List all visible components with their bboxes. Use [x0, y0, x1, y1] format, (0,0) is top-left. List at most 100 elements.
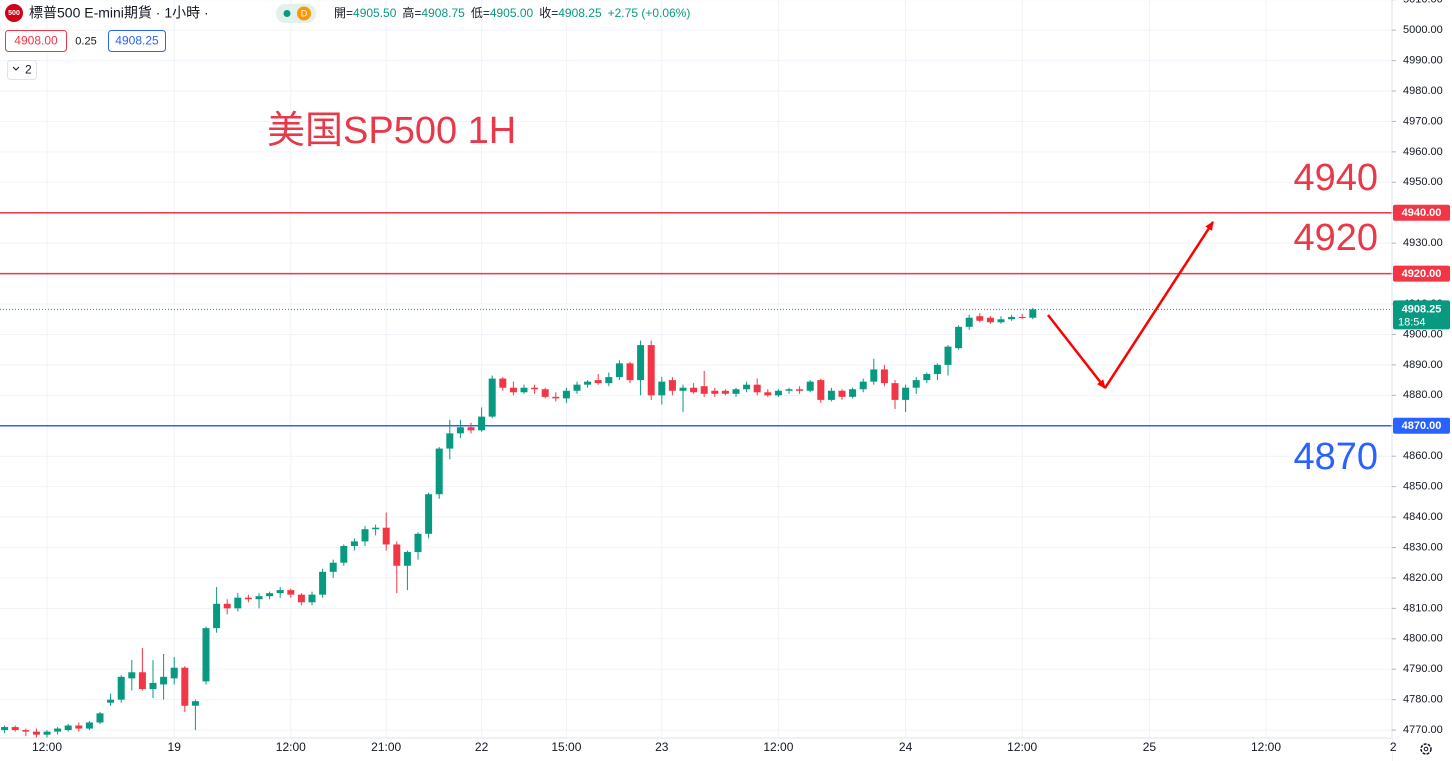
ohlc-value: 4908.25	[558, 6, 602, 20]
candle-body	[891, 383, 899, 400]
candle-body	[361, 529, 369, 542]
price-axis	[1392, 0, 1452, 761]
candle-body	[880, 369, 888, 384]
candle-body	[637, 345, 645, 381]
chevron	[12, 66, 20, 71]
x-tick-label: 24	[899, 740, 913, 754]
y-tick-label: 5010.00	[1403, 0, 1443, 6]
candle-body	[509, 387, 517, 393]
y-tick-label: 4880.00	[1403, 389, 1443, 401]
ohlc-value: 4908.75	[421, 6, 465, 20]
y-tick-label: 4800.00	[1403, 633, 1443, 645]
candle-body	[785, 389, 793, 391]
candle-body	[467, 427, 475, 431]
candle-body	[22, 730, 30, 732]
settings-icon[interactable]	[1420, 743, 1432, 755]
candle-body	[944, 346, 952, 365]
candle-body	[85, 722, 93, 729]
candle-body	[668, 380, 676, 391]
candle-body	[414, 533, 422, 553]
candle-body	[849, 389, 857, 397]
candle-body	[626, 363, 634, 381]
annotation-level: 4920	[1293, 217, 1378, 259]
candle-body	[117, 676, 125, 700]
candle-body	[32, 731, 40, 735]
y-tick-label: 4950.00	[1403, 176, 1443, 188]
candle-body	[54, 728, 62, 732]
candle-body	[605, 377, 613, 384]
candle-body	[128, 672, 136, 679]
y-tick-label: 4780.00	[1403, 694, 1443, 706]
level-tag	[1393, 265, 1450, 282]
axes: 4770.00 4780.00 4790.00 4800.00 4810.00 4820.…	[32, 0, 1443, 754]
levels	[0, 211, 1392, 427]
candle-body	[213, 603, 221, 629]
logo-text: 500	[8, 10, 20, 17]
x-tick-label: 15:00	[551, 740, 581, 754]
x-tick-label: 25	[1143, 740, 1157, 754]
y-tick-label: 4830.00	[1403, 541, 1443, 553]
symbol[interactable]: 標普500 E-mini期貨 · 1小時 ·	[29, 5, 209, 21]
ohlc-value: 4905.50	[353, 6, 397, 20]
ask: 4908.25	[115, 34, 159, 48]
candle-body	[308, 594, 316, 603]
candle-body	[997, 319, 1005, 323]
candle-body	[372, 527, 380, 530]
indicator-toggle[interactable]	[7, 60, 37, 80]
candle-body	[43, 731, 51, 735]
badge-circle	[297, 6, 311, 21]
candle-body	[933, 364, 941, 375]
level-tag-label: 4940.00	[1402, 207, 1442, 219]
candle-body	[743, 384, 751, 390]
bid-box[interactable]	[5, 30, 67, 52]
y-tick-label: 4980.00	[1403, 85, 1443, 97]
candle-body	[191, 701, 199, 706]
candle-body	[827, 390, 835, 400]
last-price-tag	[1393, 300, 1450, 330]
candle-body	[425, 494, 433, 534]
candle-body	[1008, 316, 1016, 320]
x-tick-label: 21:00	[371, 740, 401, 754]
candle-body	[562, 390, 570, 399]
candle-body	[531, 387, 539, 390]
y-tick-label: 4970.00	[1403, 115, 1443, 127]
candle-body	[721, 390, 729, 394]
candle-body	[902, 387, 910, 400]
ohlc-label: 低=	[471, 6, 490, 20]
candle-body	[138, 672, 146, 690]
candle-body	[223, 603, 231, 609]
candle-body	[255, 596, 263, 600]
ohlc-label: 收=	[539, 6, 558, 20]
level-tag-label: 4870.00	[1402, 420, 1442, 432]
candle-body	[276, 590, 284, 594]
candle-body	[986, 317, 994, 323]
spread: 0.25	[75, 35, 96, 47]
candle-body	[11, 727, 19, 731]
candle-body	[806, 381, 814, 391]
y-tick-label: 4900.00	[1403, 328, 1443, 340]
candle-body	[403, 552, 411, 566]
last-price-label: 4908.25	[1402, 303, 1442, 315]
y-tick-label: 4770.00	[1403, 724, 1443, 736]
annotation-level: 4870	[1293, 436, 1378, 478]
candle-body	[107, 699, 115, 703]
candle-body	[817, 380, 825, 400]
ask-box[interactable]	[108, 30, 166, 52]
ohlc: 開=4905.50 高=4908.75 低=4905.00 收=4908.25 +2.7…	[334, 5, 690, 20]
ohlc-value: 4905.00	[490, 6, 534, 20]
candle-body	[679, 387, 687, 391]
candle-body	[541, 389, 549, 397]
x-tick-label: 12:00	[276, 740, 306, 754]
x-tick-label: 12:00	[763, 740, 793, 754]
candle-body	[488, 378, 496, 417]
ohlc-label: 高=	[402, 5, 421, 20]
candle-body	[297, 594, 305, 603]
y-tick-label: 4810.00	[1403, 602, 1443, 614]
candle-body	[838, 390, 846, 397]
candle-body	[965, 317, 973, 327]
y-tick-label: 4890.00	[1403, 359, 1443, 371]
x-tick-label: 2	[1390, 740, 1397, 754]
